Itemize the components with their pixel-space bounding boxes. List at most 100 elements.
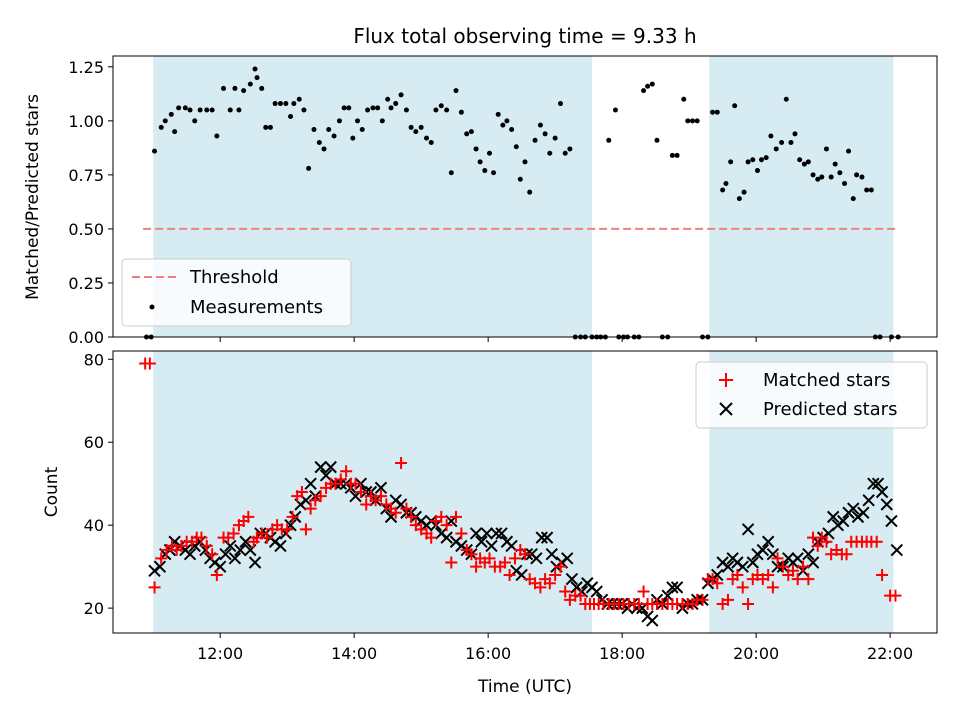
matched-star-point bbox=[559, 585, 572, 598]
bottom-x-tick-label: 20:00 bbox=[733, 644, 779, 663]
matched-star-point bbox=[721, 593, 734, 606]
measurement-point bbox=[197, 107, 203, 113]
matched-star-point bbox=[786, 564, 799, 577]
predicted-star-point bbox=[741, 523, 755, 536]
matched-star-point bbox=[155, 552, 168, 565]
predicted-star-point bbox=[324, 460, 337, 474]
predicted-star-point bbox=[802, 547, 815, 561]
measurement-point bbox=[819, 174, 825, 180]
matched-star-point bbox=[503, 568, 516, 581]
measurement-point bbox=[815, 176, 821, 182]
measurement-point bbox=[645, 83, 651, 89]
measurement-point bbox=[413, 129, 419, 135]
matched-star-point bbox=[696, 593, 709, 606]
top-y-tick-label: 1.00 bbox=[68, 112, 104, 131]
measurement-point bbox=[654, 137, 660, 143]
predicted-star-point bbox=[485, 539, 498, 553]
measurement-point bbox=[277, 101, 283, 107]
predicted-star-point bbox=[885, 514, 898, 528]
chart-title: Flux total observing time = 9.33 h bbox=[353, 24, 696, 48]
measurement-point bbox=[448, 170, 454, 176]
matched-star-point bbox=[360, 498, 373, 511]
legend-measurements-swatch bbox=[149, 304, 155, 310]
matched-star-point bbox=[242, 510, 255, 523]
measurement-point bbox=[517, 176, 523, 182]
measurement-point bbox=[306, 165, 312, 171]
measurement-point bbox=[176, 105, 182, 111]
predicted-star-point bbox=[219, 547, 232, 561]
measurement-point bbox=[311, 126, 317, 132]
measurement-point bbox=[444, 107, 450, 113]
bottom-shaded-regions bbox=[153, 351, 894, 633]
predicted-star-point bbox=[475, 535, 488, 548]
legend-predicted-swatch bbox=[719, 402, 733, 416]
measurement-point bbox=[674, 152, 680, 158]
measurement-point bbox=[732, 103, 738, 109]
matched-star-point bbox=[400, 502, 413, 515]
matched-star-point bbox=[554, 560, 567, 573]
measurement-point bbox=[547, 150, 553, 156]
measurement-point bbox=[288, 114, 294, 120]
predicted-star-point bbox=[736, 560, 749, 573]
predicted-star-point bbox=[756, 543, 770, 557]
measurement-point bbox=[267, 124, 273, 130]
bottom-legend-box bbox=[695, 361, 928, 429]
measurement-point bbox=[641, 88, 647, 94]
measurement-point bbox=[259, 85, 265, 91]
measurement-point bbox=[854, 172, 860, 178]
predicted-star-point bbox=[239, 535, 252, 548]
predicted-star-point bbox=[590, 585, 603, 598]
matched-star-point bbox=[405, 510, 418, 523]
measurement-point bbox=[552, 135, 558, 141]
predicted-star-point bbox=[374, 481, 388, 495]
matched-star-point bbox=[304, 502, 317, 515]
measurement-point bbox=[393, 101, 399, 107]
predicted-star-point bbox=[304, 477, 317, 490]
measurement-point bbox=[750, 157, 756, 163]
measurement-point bbox=[788, 139, 794, 145]
matched-star-point bbox=[742, 597, 755, 610]
predicted-star-point bbox=[228, 552, 242, 565]
matched-star-point bbox=[425, 531, 438, 544]
measurement-point bbox=[694, 118, 700, 124]
predicted-star-point bbox=[234, 543, 247, 557]
measurement-point bbox=[272, 101, 278, 107]
measurement-point bbox=[763, 155, 769, 161]
measurement-point bbox=[537, 122, 543, 128]
predicted-star-point bbox=[153, 560, 167, 573]
matched-star-point bbox=[534, 581, 547, 594]
predicted-star-point bbox=[857, 506, 870, 519]
top-legend-box bbox=[121, 258, 352, 327]
measurement-point bbox=[283, 101, 289, 107]
matched-star-point bbox=[498, 556, 511, 569]
matched-star-point bbox=[295, 486, 308, 498]
matched-star-point bbox=[148, 581, 161, 594]
matched-star-point bbox=[483, 552, 496, 565]
predicted-star-point bbox=[314, 460, 327, 474]
measurement-point bbox=[172, 129, 178, 135]
predicted-star-point bbox=[183, 547, 197, 561]
matched-star-point bbox=[261, 531, 274, 544]
matched-star-point bbox=[455, 527, 468, 540]
top-y-tick-label: 1.25 bbox=[68, 58, 104, 77]
predicted-star-point bbox=[721, 560, 735, 573]
predicted-star-point bbox=[847, 502, 860, 515]
measurement-point bbox=[468, 129, 474, 135]
measurement-point bbox=[350, 135, 356, 141]
measurement-point bbox=[209, 107, 215, 113]
measurement-point bbox=[379, 118, 385, 124]
matched-star-point bbox=[766, 581, 779, 594]
measurement-point bbox=[500, 122, 506, 128]
measurement-point bbox=[522, 159, 528, 165]
measurement-point bbox=[187, 107, 193, 113]
measurement-point bbox=[204, 107, 210, 113]
top-shaded-region-1 bbox=[709, 56, 894, 337]
matched-star-point bbox=[811, 539, 824, 552]
matched-star-point bbox=[445, 556, 458, 569]
predicted-star-point bbox=[670, 581, 684, 594]
matched-star-point bbox=[820, 535, 833, 548]
measurement-point bbox=[438, 103, 444, 109]
measurement-point bbox=[859, 174, 865, 180]
predicted-star-point bbox=[646, 614, 659, 627]
matched-star-point bbox=[206, 548, 219, 561]
